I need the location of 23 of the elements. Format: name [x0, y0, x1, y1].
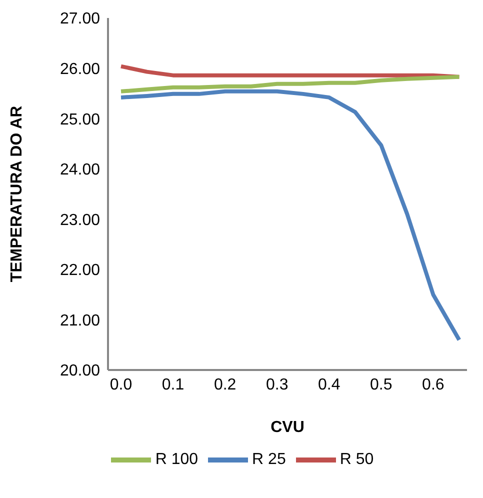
x-axis-title: CVU — [270, 419, 304, 436]
x-tick-label: 0.3 — [266, 376, 288, 394]
y-tick-label: 23.00 — [60, 212, 100, 229]
x-tick-label: 0.0 — [110, 376, 132, 394]
x-tick-label: 0.5 — [370, 376, 392, 394]
x-tick-label: 0.2 — [214, 376, 236, 394]
y-tick-label: 26.00 — [60, 60, 100, 78]
y-tick-label: 20.00 — [60, 362, 100, 380]
x-tick-label: 0.4 — [318, 376, 340, 394]
y-tick-label: 24.00 — [60, 162, 100, 179]
line-series — [119, 89, 462, 342]
y-tick-label: 25.00 — [60, 111, 100, 128]
y-axis-title: TEMPERATURA DO AR — [8, 105, 26, 282]
y-tick-label: 27.00 — [60, 10, 100, 28]
line-series — [119, 74, 462, 94]
y-tick-label: 22.00 — [60, 262, 100, 280]
x-tick-label: 0.1 — [162, 376, 184, 394]
legend-label: R 50 — [340, 451, 374, 468]
line-series — [119, 64, 462, 79]
legend-label: R 25 — [252, 451, 286, 468]
legend-label: R 100 — [155, 451, 198, 468]
x-tick-label: 0.6 — [422, 376, 444, 394]
y-tick-label: 21.00 — [60, 312, 100, 330]
